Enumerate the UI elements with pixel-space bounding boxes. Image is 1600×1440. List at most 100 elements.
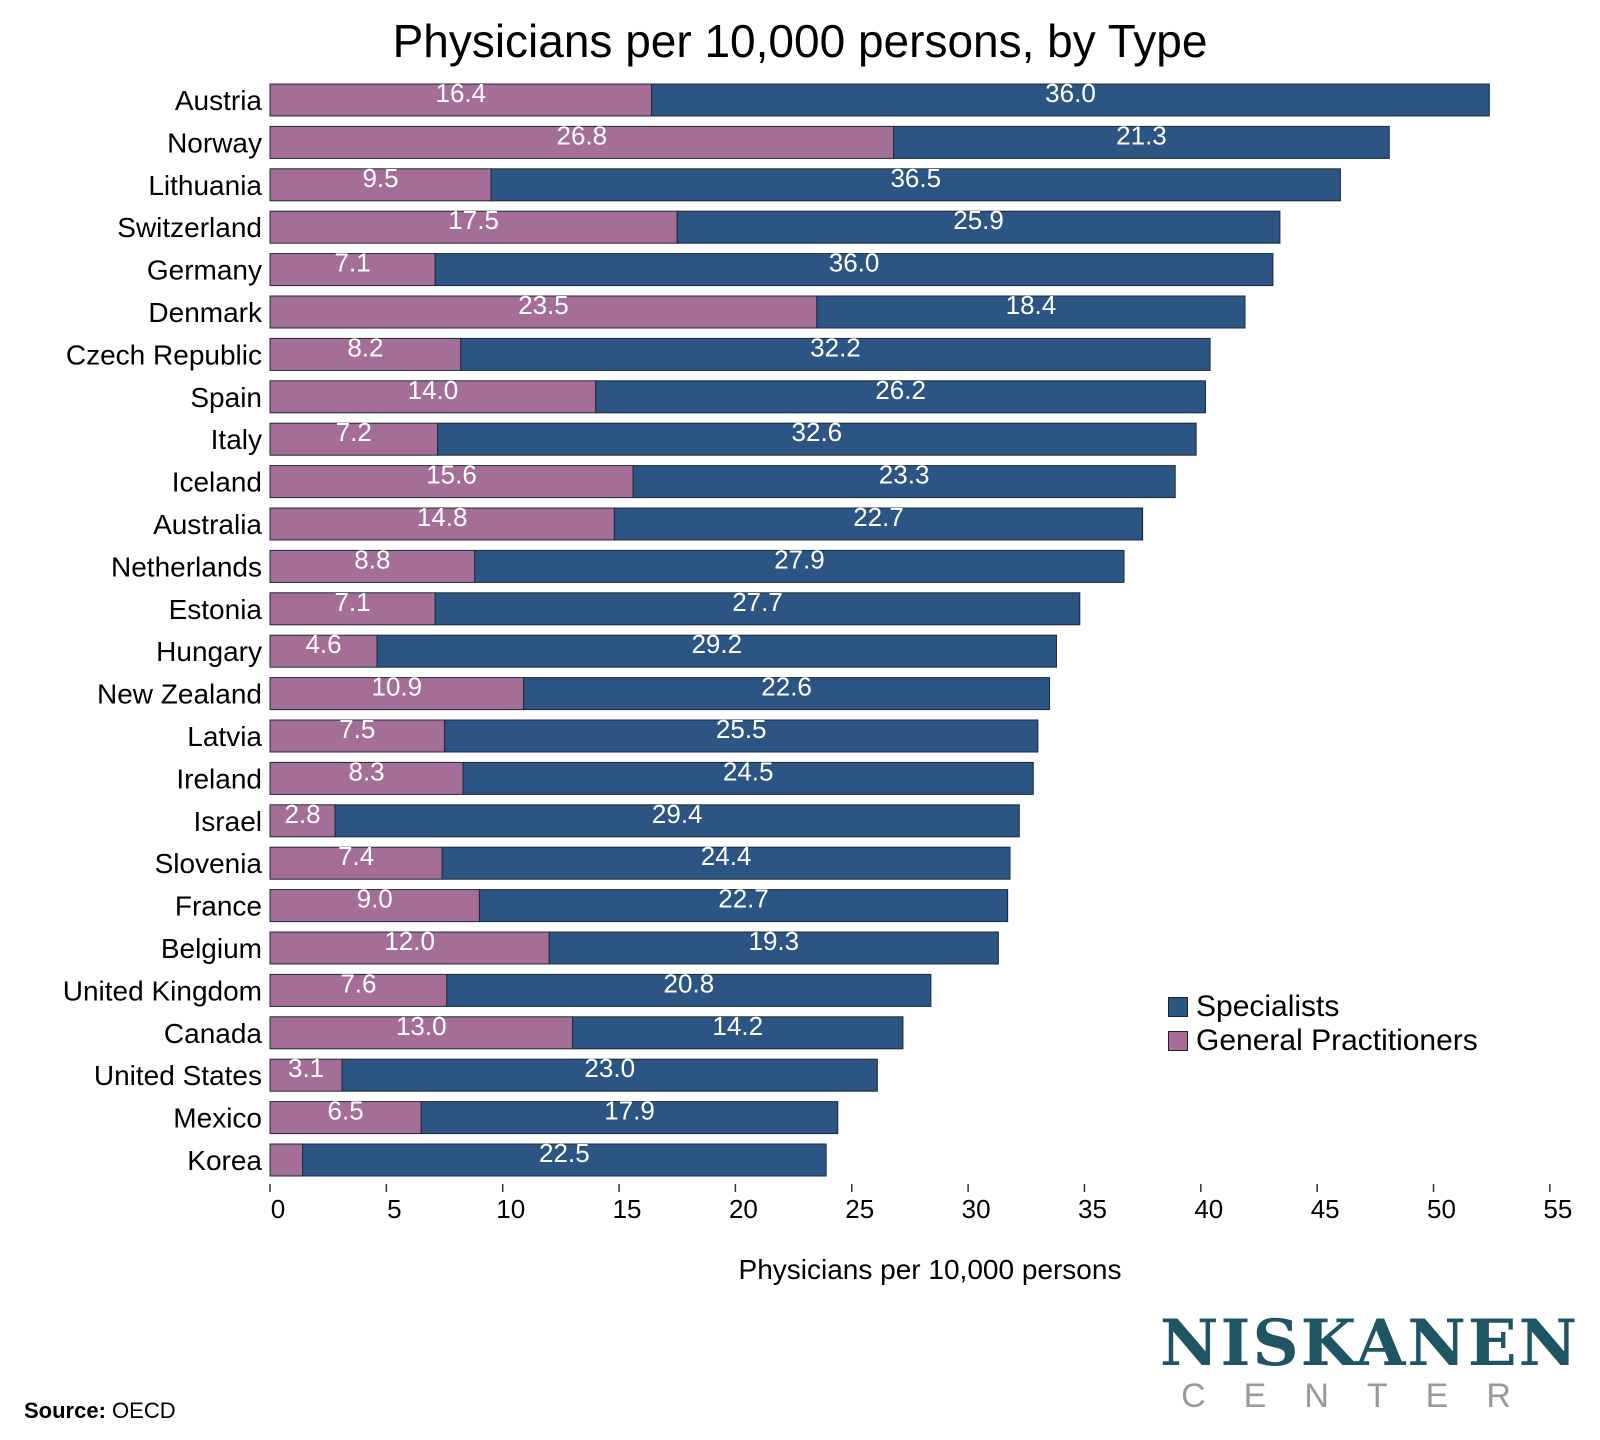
value-label-specialists-switzerland: 25.9: [953, 205, 1004, 235]
value-label-specialists-netherlands: 27.9: [774, 544, 825, 574]
category-label-france: France: [175, 891, 262, 922]
value-label-general-practitioners-austria: 16.4: [436, 78, 487, 108]
category-label-israel: Israel: [194, 806, 262, 837]
category-label-iceland: Iceland: [172, 467, 262, 498]
legend: Specialists General Practitioners: [1168, 990, 1478, 1058]
bar-specialists-belgium: [548, 931, 999, 965]
value-label-general-practitioners-belgium: 12.0: [384, 926, 435, 956]
value-label-specialists-united-states: 23.0: [584, 1053, 635, 1083]
bar-general-practitioners-denmark: [269, 295, 818, 329]
value-label-specialists-france: 22.7: [718, 884, 769, 914]
value-label-general-practitioners-italy: 7.2: [336, 417, 372, 447]
bar-specialists-korea: [302, 1143, 827, 1177]
value-label-general-practitioners-norway: 26.8: [557, 120, 608, 150]
value-label-general-practitioners-ireland: 8.3: [348, 756, 384, 786]
bar-specialists-france: [478, 889, 1009, 923]
x-tick-label-20: 20: [729, 1194, 758, 1224]
bar-specialists-switzerland: [676, 210, 1281, 244]
value-label-general-practitioners-australia: 14.8: [417, 502, 468, 532]
value-label-specialists-new-zealand: 22.6: [761, 672, 812, 702]
value-label-general-practitioners-lithuania: 9.5: [362, 163, 398, 193]
bar-specialists-norway: [893, 125, 1390, 159]
category-label-switzerland: Switzerland: [117, 212, 262, 243]
bar-specialists-canada: [572, 1016, 904, 1050]
category-label-estonia: Estonia: [169, 594, 263, 625]
value-label-specialists-korea: 22.5: [539, 1138, 590, 1168]
bar-specialists-austria: [651, 83, 1490, 117]
bar-general-practitioners-ireland: [269, 761, 464, 795]
value-label-specialists-mexico: 17.9: [604, 1096, 655, 1126]
value-label-specialists-united-kingdom: 20.8: [664, 968, 715, 998]
x-tick-label-5: 5: [387, 1194, 401, 1224]
category-label-new-zealand: New Zealand: [97, 679, 262, 710]
bar-specialists-denmark: [816, 295, 1246, 329]
bar-general-practitioners-estonia: [269, 592, 436, 626]
value-label-general-practitioners-latvia: 7.5: [339, 714, 375, 744]
category-label-denmark: Denmark: [148, 297, 263, 328]
bar-specialists-estonia: [434, 592, 1081, 626]
value-label-specialists-austria: 36.0: [1045, 78, 1096, 108]
value-label-general-practitioners-new-zealand: 10.9: [372, 672, 423, 702]
x-tick-label-15: 15: [613, 1194, 642, 1224]
category-label-austria: Austria: [175, 85, 263, 116]
value-label-general-practitioners-switzerland: 17.5: [448, 205, 499, 235]
legend-label-specialists: Specialists: [1196, 990, 1340, 1023]
value-label-specialists-spain: 26.2: [875, 375, 926, 405]
category-label-belgium: Belgium: [161, 933, 262, 964]
bar-general-practitioners-israel: [269, 804, 336, 838]
source-text: OECD: [112, 1398, 176, 1423]
category-label-latvia: Latvia: [187, 721, 262, 752]
value-label-general-practitioners-united-kingdom: 7.6: [340, 968, 376, 998]
value-label-specialists-canada: 14.2: [712, 1011, 763, 1041]
value-label-specialists-australia: 22.7: [853, 502, 904, 532]
bar-specialists-lithuania: [490, 168, 1341, 202]
x-tick-label-25: 25: [845, 1194, 874, 1224]
category-label-canada: Canada: [164, 1018, 263, 1049]
logo-main-text: NISKANEN: [1160, 1306, 1580, 1381]
value-label-specialists-belgium: 19.3: [748, 926, 799, 956]
value-label-specialists-lithuania: 36.5: [890, 163, 941, 193]
value-label-specialists-latvia: 25.5: [716, 714, 767, 744]
bar-specialists-united-states: [341, 1058, 878, 1092]
bar-specialists-iceland: [632, 465, 1176, 499]
value-label-general-practitioners-israel: 2.8: [284, 799, 320, 829]
value-label-general-practitioners-netherlands: 8.8: [354, 544, 390, 574]
category-label-australia: Australia: [153, 509, 262, 540]
category-label-norway: Norway: [167, 127, 262, 158]
category-label-germany: Germany: [147, 255, 262, 286]
bar-general-practitioners-czech-republic: [269, 337, 462, 371]
value-label-general-practitioners-estonia: 7.1: [335, 587, 371, 617]
value-label-specialists-italy: 32.6: [792, 417, 843, 447]
category-label-italy: Italy: [211, 424, 262, 455]
bar-general-practitioners-united-states: [269, 1058, 343, 1092]
value-label-specialists-denmark: 18.4: [1006, 290, 1057, 320]
bar-general-practitioners-italy: [269, 422, 439, 456]
value-label-specialists-ireland: 24.5: [723, 756, 774, 786]
value-label-specialists-slovenia: 24.4: [701, 841, 752, 871]
bar-general-practitioners-germany: [269, 253, 436, 287]
value-label-specialists-israel: 29.4: [652, 799, 703, 829]
logo-sub-text: CENTER: [1181, 1377, 1549, 1415]
bar-general-practitioners-belgium: [269, 931, 550, 965]
value-label-specialists-norway: 21.3: [1116, 120, 1167, 150]
bar-general-practitioners-slovenia: [269, 846, 443, 880]
x-axis-label: Physicians per 10,000 persons: [738, 1254, 1122, 1285]
value-label-general-practitioners-united-states: 3.1: [288, 1053, 324, 1083]
category-label-united-states: United States: [94, 1060, 262, 1091]
bar-specialists-netherlands: [474, 549, 1125, 583]
bar-general-practitioners-spain: [269, 380, 597, 414]
bar-general-practitioners-latvia: [269, 719, 446, 753]
value-label-general-practitioners-germany: 7.1: [335, 248, 371, 278]
x-tick-label-45: 45: [1311, 1194, 1340, 1224]
bar-general-practitioners-new-zealand: [269, 677, 525, 711]
bar-general-practitioners-netherlands: [269, 549, 476, 583]
category-label-united-kingdom: United Kingdom: [63, 975, 262, 1006]
source-note: Source: OECD: [24, 1398, 176, 1424]
value-label-general-practitioners-czech-republic: 8.2: [347, 332, 383, 362]
bar-specialists-slovenia: [441, 846, 1011, 880]
niskanen-logo: NISKANEN CENTER: [1160, 1306, 1580, 1416]
value-label-general-practitioners-iceland: 15.6: [426, 460, 477, 490]
category-label-spain: Spain: [190, 382, 262, 413]
bar-general-practitioners-korea: [269, 1143, 304, 1177]
chart-title: Physicians per 10,000 persons, by Type: [392, 15, 1208, 67]
